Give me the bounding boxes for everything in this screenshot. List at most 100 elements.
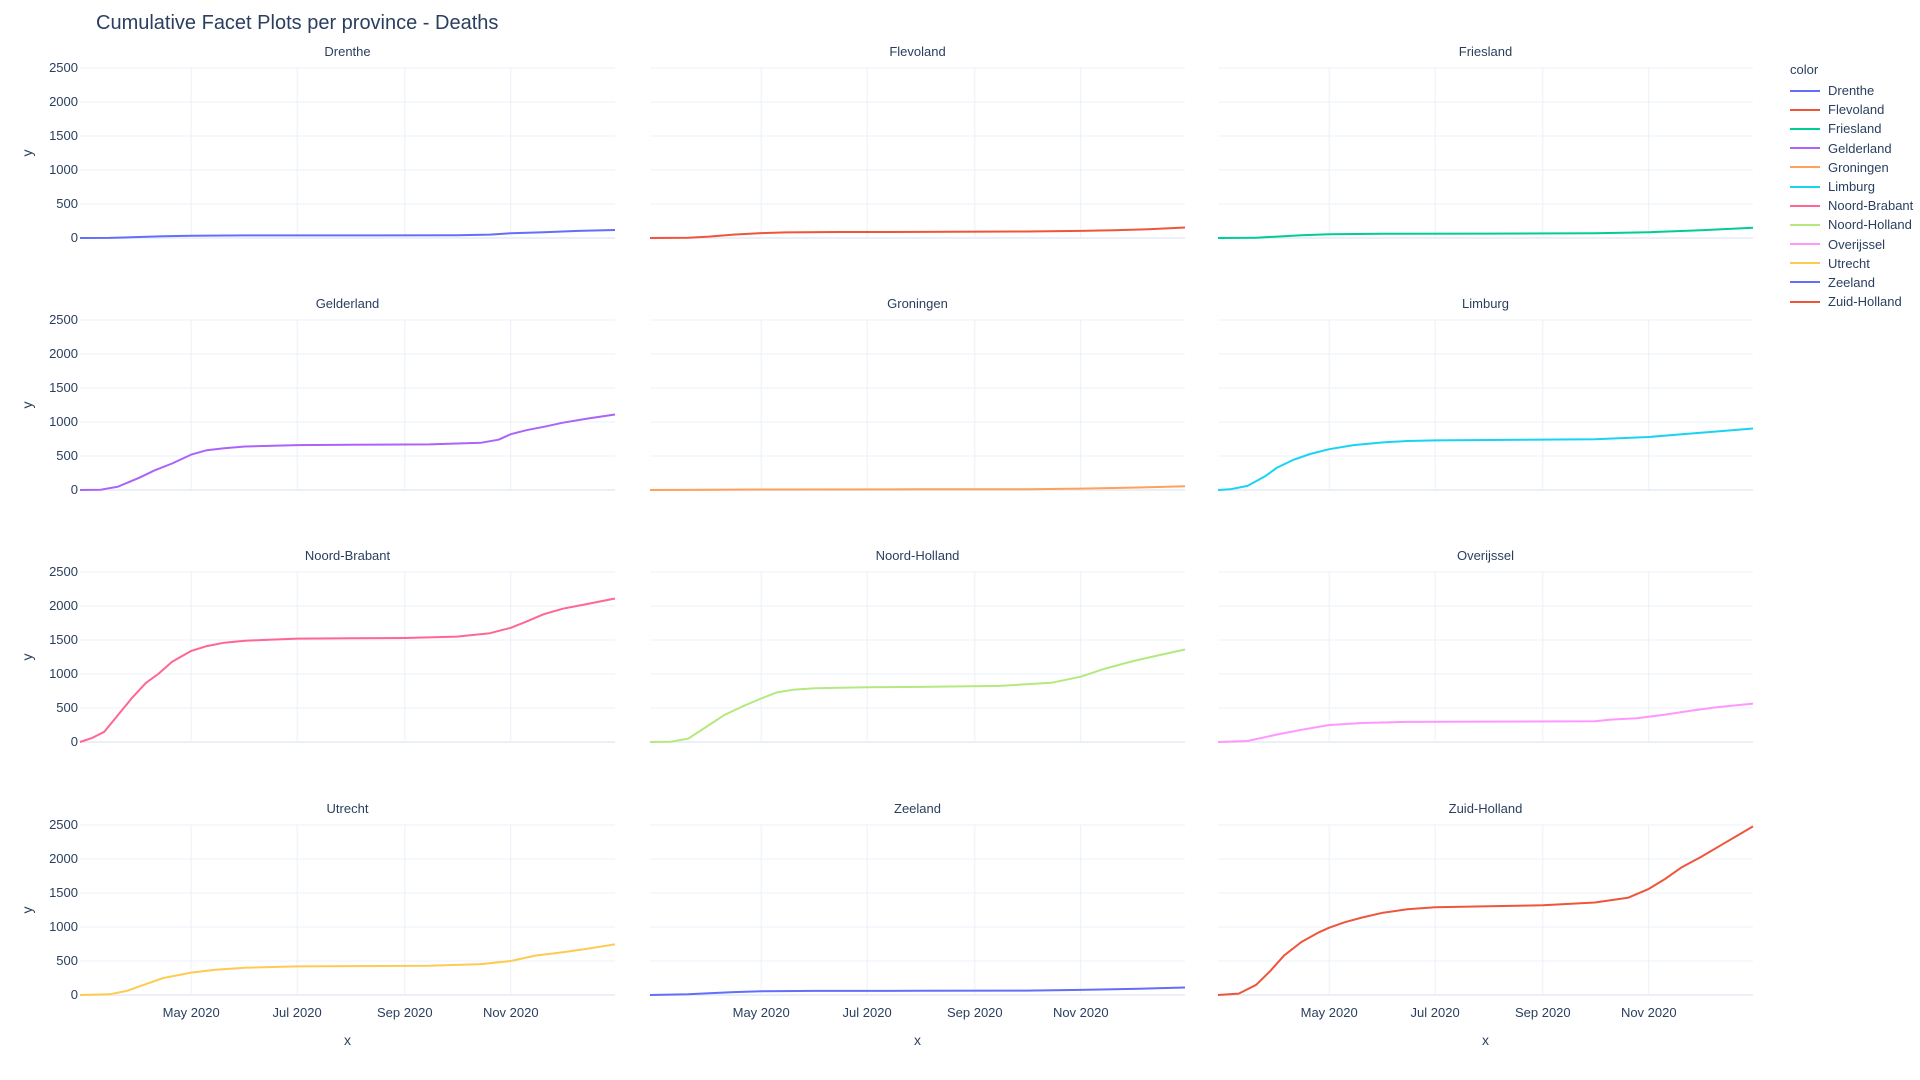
legend-label: Overijssel (1828, 236, 1886, 252)
legend-item-noord-holland[interactable]: Noord-Holland (1790, 215, 1913, 234)
series-line-zuid-holland (1217, 825, 1754, 996)
series-line-utrecht (79, 943, 616, 996)
facet-gelderland: Gelderland 0 500 1000 1500 2000 2500 y (19, 296, 616, 497)
x-tick-label: Jul 2020 (273, 1005, 322, 1020)
facet-noord-holland: Noord-Holland (649, 548, 1186, 743)
facet-title: Zeeland (894, 801, 941, 816)
facet-title: Utrecht (327, 801, 369, 816)
legend-item-flevoland[interactable]: Flevoland (1790, 100, 1913, 119)
y-tick-label: 0 (71, 230, 78, 245)
x-tick-label: Sep 2020 (947, 1005, 1003, 1020)
legend-item-friesland[interactable]: Friesland (1790, 119, 1913, 138)
x-tick-label: Nov 2020 (1053, 1005, 1109, 1020)
facet-drenthe: Drenthe 0 500 1000 1500 2000 2500 y (19, 44, 616, 245)
x-axis-title: x (914, 1032, 921, 1048)
legend-item-groningen[interactable]: Groningen (1790, 158, 1913, 177)
y-tick-label: 2500 (49, 60, 78, 75)
legend-label: Groningen (1828, 159, 1889, 175)
legend-swatch (1790, 281, 1820, 284)
x-tick-label: May 2020 (733, 1005, 790, 1020)
x-tick-label: May 2020 (163, 1005, 220, 1020)
facet-title: Groningen (887, 296, 948, 311)
legend-label: Drenthe (1828, 83, 1875, 99)
y-tick-label: 1500 (49, 632, 78, 647)
legend-items: Drenthe Flevoland Friesland Gelderland Groni… (1790, 81, 1913, 311)
legend-label: Noord-Holland (1828, 217, 1912, 233)
y-tick-label: 500 (56, 196, 78, 211)
x-tick-label: Sep 2020 (1515, 1005, 1571, 1020)
legend: color Drenthe Flevoland Friesland Gelderlan… (1790, 62, 1913, 311)
x-axis-title: x (1482, 1032, 1489, 1048)
facet-title: Flevoland (889, 44, 945, 59)
y-tick-label: 1500 (49, 380, 78, 395)
y-axis-title: y (19, 150, 35, 157)
legend-item-overijssel[interactable]: Overijssel (1790, 235, 1913, 254)
y-tick-label: 1000 (49, 414, 78, 429)
facet-limburg: Limburg (1217, 296, 1754, 491)
y-tick-label: 1500 (49, 128, 78, 143)
y-tick-label: 0 (71, 987, 78, 1002)
y-tick-label: 500 (56, 700, 78, 715)
y-tick-label: 1000 (49, 919, 78, 934)
legend-title: color (1790, 62, 1819, 77)
facet-title: Overijssel (1457, 548, 1514, 563)
facet-title: Drenthe (324, 44, 370, 59)
legend-swatch (1790, 223, 1820, 226)
y-tick-label: 500 (56, 953, 78, 968)
y-tick-label: 0 (71, 482, 78, 497)
legend-item-zuid-holland[interactable]: Zuid-Holland (1790, 292, 1913, 311)
y-tick-label: 2500 (49, 564, 78, 579)
y-tick-label: 2500 (49, 312, 78, 327)
series-line-limburg (1217, 427, 1754, 491)
series-line-noord-brabant (79, 597, 616, 743)
legend-item-drenthe[interactable]: Drenthe (1790, 81, 1913, 100)
facet-zeeland: Zeeland May 2020 Jul 2020 Sep 2020 Nov 2020 x (649, 801, 1186, 1048)
facet-title: Friesland (1459, 44, 1512, 59)
legend-item-zeeland[interactable]: Zeeland (1790, 273, 1913, 292)
legend-label: Zuid-Holland (1828, 294, 1902, 310)
facet-noord-brabant: Noord-Brabant 0 500 1000 1500 2000 2500 y (19, 548, 616, 749)
legend-item-utrecht[interactable]: Utrecht (1790, 254, 1913, 273)
facet-title: Zuid-Holland (1449, 801, 1523, 816)
legend-item-gelderland[interactable]: Gelderland (1790, 139, 1913, 158)
series-line-gelderland (79, 413, 616, 491)
y-tick-label: 2000 (49, 94, 78, 109)
legend-label: Noord-Brabant (1828, 198, 1914, 214)
y-axis-title: y (19, 654, 35, 661)
legend-swatch (1790, 243, 1820, 246)
facet-title: Limburg (1462, 296, 1509, 311)
legend-label: Utrecht (1828, 255, 1870, 271)
facet-groningen: Groningen (649, 296, 1186, 491)
x-axis-title: x (344, 1032, 351, 1048)
y-tick-label: 1500 (49, 885, 78, 900)
series-line-noord-holland (649, 648, 1186, 743)
x-tick-label: Nov 2020 (483, 1005, 539, 1020)
legend-swatch (1790, 300, 1820, 303)
series-line-friesland (1217, 226, 1754, 239)
legend-item-limburg[interactable]: Limburg (1790, 177, 1913, 196)
y-tick-label: 2000 (49, 851, 78, 866)
legend-item-noord-brabant[interactable]: Noord-Brabant (1790, 196, 1913, 215)
y-tick-label: 1000 (49, 162, 78, 177)
legend-label: Limburg (1828, 179, 1875, 195)
facet-flevoland: Flevoland (649, 44, 1186, 239)
legend-label: Zeeland (1828, 274, 1875, 290)
legend-swatch (1790, 262, 1820, 265)
x-tick-label: Jul 2020 (1411, 1005, 1460, 1020)
y-axis-title: y (19, 402, 35, 409)
y-tick-label: 1000 (49, 666, 78, 681)
legend-swatch (1790, 89, 1820, 92)
series-line-overijssel (1217, 702, 1754, 743)
legend-swatch (1790, 108, 1820, 111)
chart-title: Cumulative Facet Plots per province - De… (96, 12, 499, 34)
y-axis-title: y (19, 907, 35, 914)
legend-swatch (1790, 204, 1820, 207)
facet-chart: Drenthe 0 500 1000 1500 2000 2500 y Flevoland Fri… (19, 44, 1754, 1048)
facet-title: Gelderland (316, 296, 380, 311)
x-tick-label: May 2020 (1301, 1005, 1358, 1020)
x-tick-label: Sep 2020 (377, 1005, 433, 1020)
x-tick-label: Nov 2020 (1621, 1005, 1677, 1020)
facet-overijssel: Overijssel (1217, 548, 1754, 743)
legend-swatch (1790, 127, 1820, 130)
legend-label: Gelderland (1828, 140, 1892, 156)
